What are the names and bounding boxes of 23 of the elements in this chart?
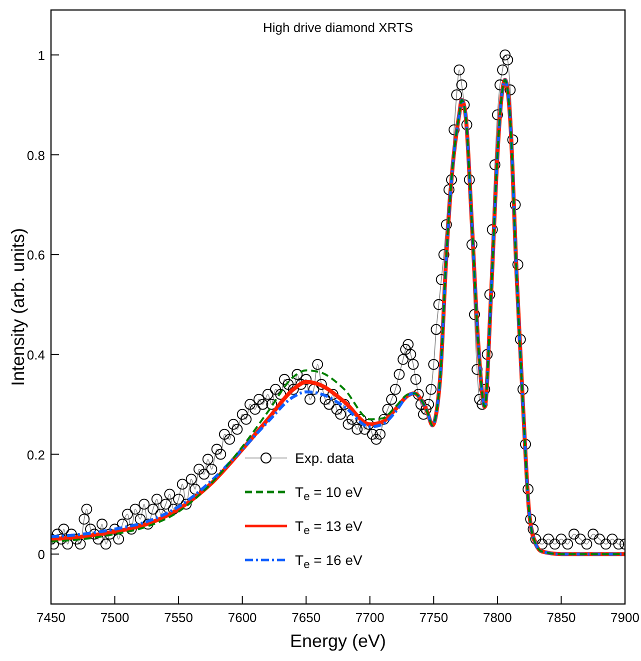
x-tick-label: 7550 bbox=[164, 610, 194, 625]
y-tick-label: 0.8 bbox=[26, 148, 45, 163]
legend-label: T$_{e}$ = 13 eV bbox=[295, 518, 363, 538]
legend-label: Exp. data bbox=[295, 450, 354, 466]
x-tick-label: 7900 bbox=[610, 610, 640, 625]
text: High drive diamond XRTS bbox=[262, 20, 414, 35]
y-tick-label: 0.6 bbox=[26, 248, 45, 263]
x-tick-label: 7600 bbox=[228, 610, 257, 625]
x-tick-label: 7700 bbox=[355, 610, 384, 625]
y-tick-label: 1 bbox=[38, 48, 45, 63]
legend-label: T$_{e}$ = 16 eV bbox=[295, 552, 363, 572]
legend-label: T$_{e}$ = 10 eV bbox=[295, 484, 363, 504]
x-tick-label: 7650 bbox=[292, 610, 321, 625]
y-axis-title: Intensity (arb. units) bbox=[8, 228, 28, 386]
x-axis-title: Energy (eV) bbox=[290, 631, 386, 651]
x-tick-label: 7800 bbox=[482, 610, 512, 625]
y-tick-label: 0 bbox=[38, 547, 45, 562]
x-tick-label: 7850 bbox=[546, 610, 576, 625]
x-tick-label: 7500 bbox=[100, 610, 130, 625]
y-tick-label: 0.2 bbox=[26, 447, 45, 462]
x-tick-label: 7450 bbox=[36, 610, 66, 625]
y-tick-label: 0.4 bbox=[26, 347, 45, 362]
x-tick-label: 7750 bbox=[419, 610, 448, 625]
